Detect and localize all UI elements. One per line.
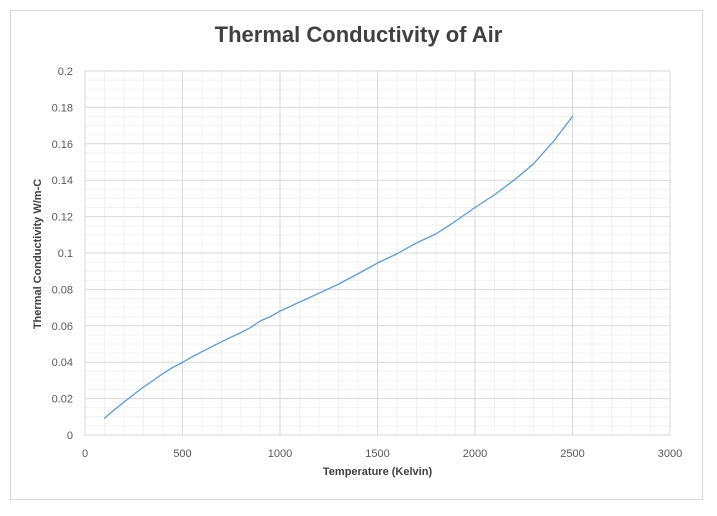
y-tick-label: 0.02 <box>52 394 73 406</box>
y-tick-label: 0.06 <box>52 321 73 333</box>
y-tick-label: 0.12 <box>52 212 73 224</box>
x-tick-label: 1500 <box>365 448 389 460</box>
y-axis-label: Thermal Conductivity W/m-C <box>32 178 44 330</box>
y-tick-label: 0.2 <box>58 66 73 78</box>
x-tick-label: 3000 <box>658 448 682 460</box>
y-tick-label: 0.16 <box>52 139 73 151</box>
x-tick-label: 500 <box>173 448 191 460</box>
series-line <box>103 115 574 419</box>
y-tick-label: 0.14 <box>52 175 73 187</box>
y-tick-label: 0 <box>67 430 73 442</box>
y-tick-label: 0.08 <box>52 284 73 296</box>
y-tick-label: 0.18 <box>52 102 73 114</box>
x-axis-label: Temperature (Kelvin) <box>322 466 433 478</box>
x-tick-label: 1000 <box>268 448 292 460</box>
x-tick-label: 2500 <box>560 448 584 460</box>
y-tick-label: 0.04 <box>52 357 73 369</box>
x-tick-label: 2000 <box>463 448 487 460</box>
x-tick-label: 0 <box>82 448 88 460</box>
chart-title: Thermal Conductivity of Air <box>214 22 503 47</box>
chart-frame <box>10 10 703 500</box>
y-tick-label: 0.1 <box>58 248 73 260</box>
